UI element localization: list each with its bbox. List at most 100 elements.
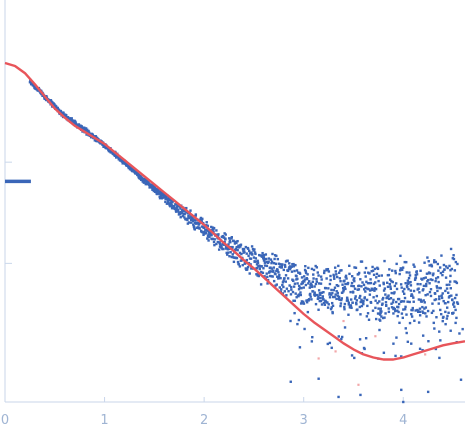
data-point <box>286 259 289 262</box>
data-point <box>168 198 171 202</box>
data-point <box>374 287 378 291</box>
data-point <box>261 271 265 275</box>
data-point <box>220 246 223 249</box>
data-point <box>260 270 263 274</box>
data-point <box>390 291 393 295</box>
data-point <box>453 269 457 272</box>
outlier-point <box>317 377 320 380</box>
data-point <box>281 263 284 266</box>
data-point <box>328 282 332 286</box>
data-point <box>385 281 389 284</box>
data-point <box>454 308 457 312</box>
data-point <box>381 316 385 320</box>
data-point <box>397 310 400 314</box>
data-point <box>284 280 288 283</box>
data-point <box>311 290 315 293</box>
data-point <box>57 108 61 112</box>
data-point <box>154 187 157 191</box>
data-point <box>310 340 314 343</box>
data-point <box>270 260 274 263</box>
data-point <box>55 105 58 108</box>
data-point <box>265 272 268 275</box>
data-point <box>424 306 428 309</box>
data-point <box>264 257 268 261</box>
data-point <box>403 307 407 311</box>
data-point <box>217 248 221 251</box>
data-point <box>286 277 290 280</box>
data-point <box>278 265 281 269</box>
data-point <box>328 296 332 299</box>
data-point <box>440 254 443 257</box>
data-point <box>293 269 296 273</box>
data-point <box>417 309 420 313</box>
data-point <box>410 293 413 296</box>
data-point <box>380 310 383 313</box>
data-point <box>153 186 157 189</box>
data-point <box>321 295 325 298</box>
data-point <box>451 298 454 301</box>
data-point <box>189 218 193 221</box>
data-point <box>415 273 419 276</box>
data-point <box>314 264 317 268</box>
data-point <box>377 307 380 310</box>
data-point <box>399 254 402 258</box>
data-point <box>331 291 334 295</box>
data-point <box>384 312 387 315</box>
data-point <box>340 337 343 341</box>
data-point <box>179 207 182 210</box>
outlier-point <box>402 400 405 404</box>
data-point <box>430 263 433 267</box>
data-point <box>174 203 177 206</box>
data-point <box>330 306 333 309</box>
data-point <box>418 310 422 314</box>
data-point <box>340 335 344 339</box>
data-point <box>424 284 428 288</box>
data-point <box>108 148 111 152</box>
data-point <box>305 277 309 281</box>
data-point <box>444 310 447 314</box>
data-point <box>289 319 292 323</box>
data-point <box>308 286 311 289</box>
data-point <box>305 301 309 304</box>
data-point <box>369 301 373 304</box>
data-point <box>416 282 419 286</box>
x-tick-label: 4 <box>399 413 407 428</box>
data-point <box>351 301 354 304</box>
data-point <box>418 291 421 294</box>
data-point <box>83 126 86 129</box>
data-point <box>262 259 266 262</box>
data-point <box>272 266 276 269</box>
data-point <box>299 302 303 305</box>
data-point <box>322 301 326 305</box>
data-point <box>374 317 378 321</box>
data-point <box>448 280 452 283</box>
data-point <box>366 287 369 290</box>
data-point <box>348 272 351 276</box>
data-point <box>339 304 342 308</box>
data-point <box>282 279 285 283</box>
data-point <box>319 282 323 285</box>
data-point <box>335 283 339 287</box>
data-point <box>212 230 215 233</box>
data-point <box>271 275 274 278</box>
data-point <box>401 316 404 320</box>
data-point <box>344 287 347 291</box>
data-point <box>375 276 378 279</box>
data-point <box>366 304 369 308</box>
data-point <box>422 277 426 280</box>
data-point <box>239 245 242 248</box>
data-point <box>438 356 441 360</box>
data-point <box>408 321 412 325</box>
data-point <box>343 308 346 311</box>
data-point <box>277 275 281 279</box>
data-point <box>404 305 407 309</box>
data-point <box>441 270 445 273</box>
data-point <box>223 240 226 244</box>
data-point <box>323 269 326 273</box>
data-point <box>276 257 280 261</box>
data-point <box>427 260 430 263</box>
data-point <box>311 335 314 339</box>
data-point <box>352 284 355 288</box>
data-point <box>298 346 302 349</box>
data-point <box>307 282 310 285</box>
